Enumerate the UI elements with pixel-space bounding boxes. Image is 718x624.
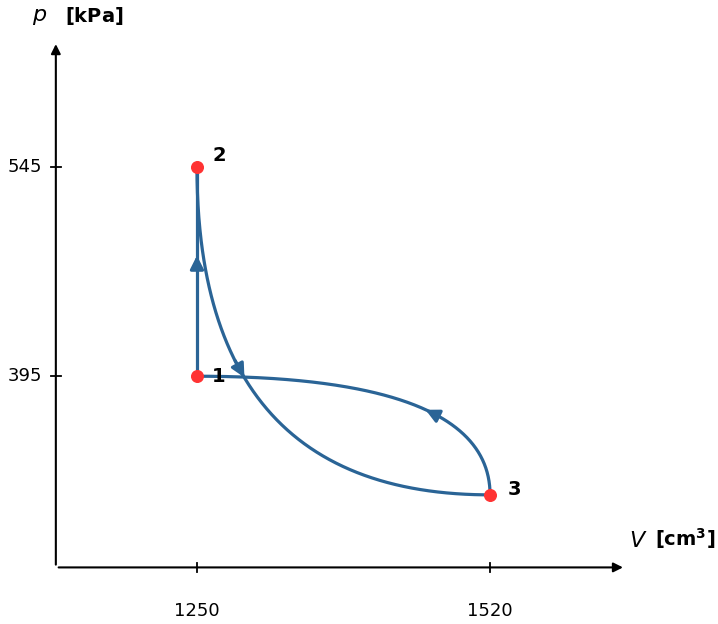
Text: 1: 1	[212, 367, 225, 386]
Point	[485, 490, 496, 500]
Point	[191, 371, 202, 381]
Text: 3: 3	[508, 480, 521, 499]
Text: $\bf{[cm^3]}$: $\bf{[cm^3]}$	[655, 526, 715, 550]
Text: $V$: $V$	[629, 530, 648, 550]
Text: 395: 395	[8, 368, 42, 385]
Text: 545: 545	[8, 158, 42, 176]
Text: 1250: 1250	[174, 602, 220, 620]
Point	[191, 162, 202, 172]
Text: 1520: 1520	[467, 602, 513, 620]
Text: $\bf{[kPa]}$: $\bf{[kPa]}$	[65, 6, 123, 27]
Text: 2: 2	[212, 146, 225, 165]
Text: $p$: $p$	[32, 7, 47, 27]
